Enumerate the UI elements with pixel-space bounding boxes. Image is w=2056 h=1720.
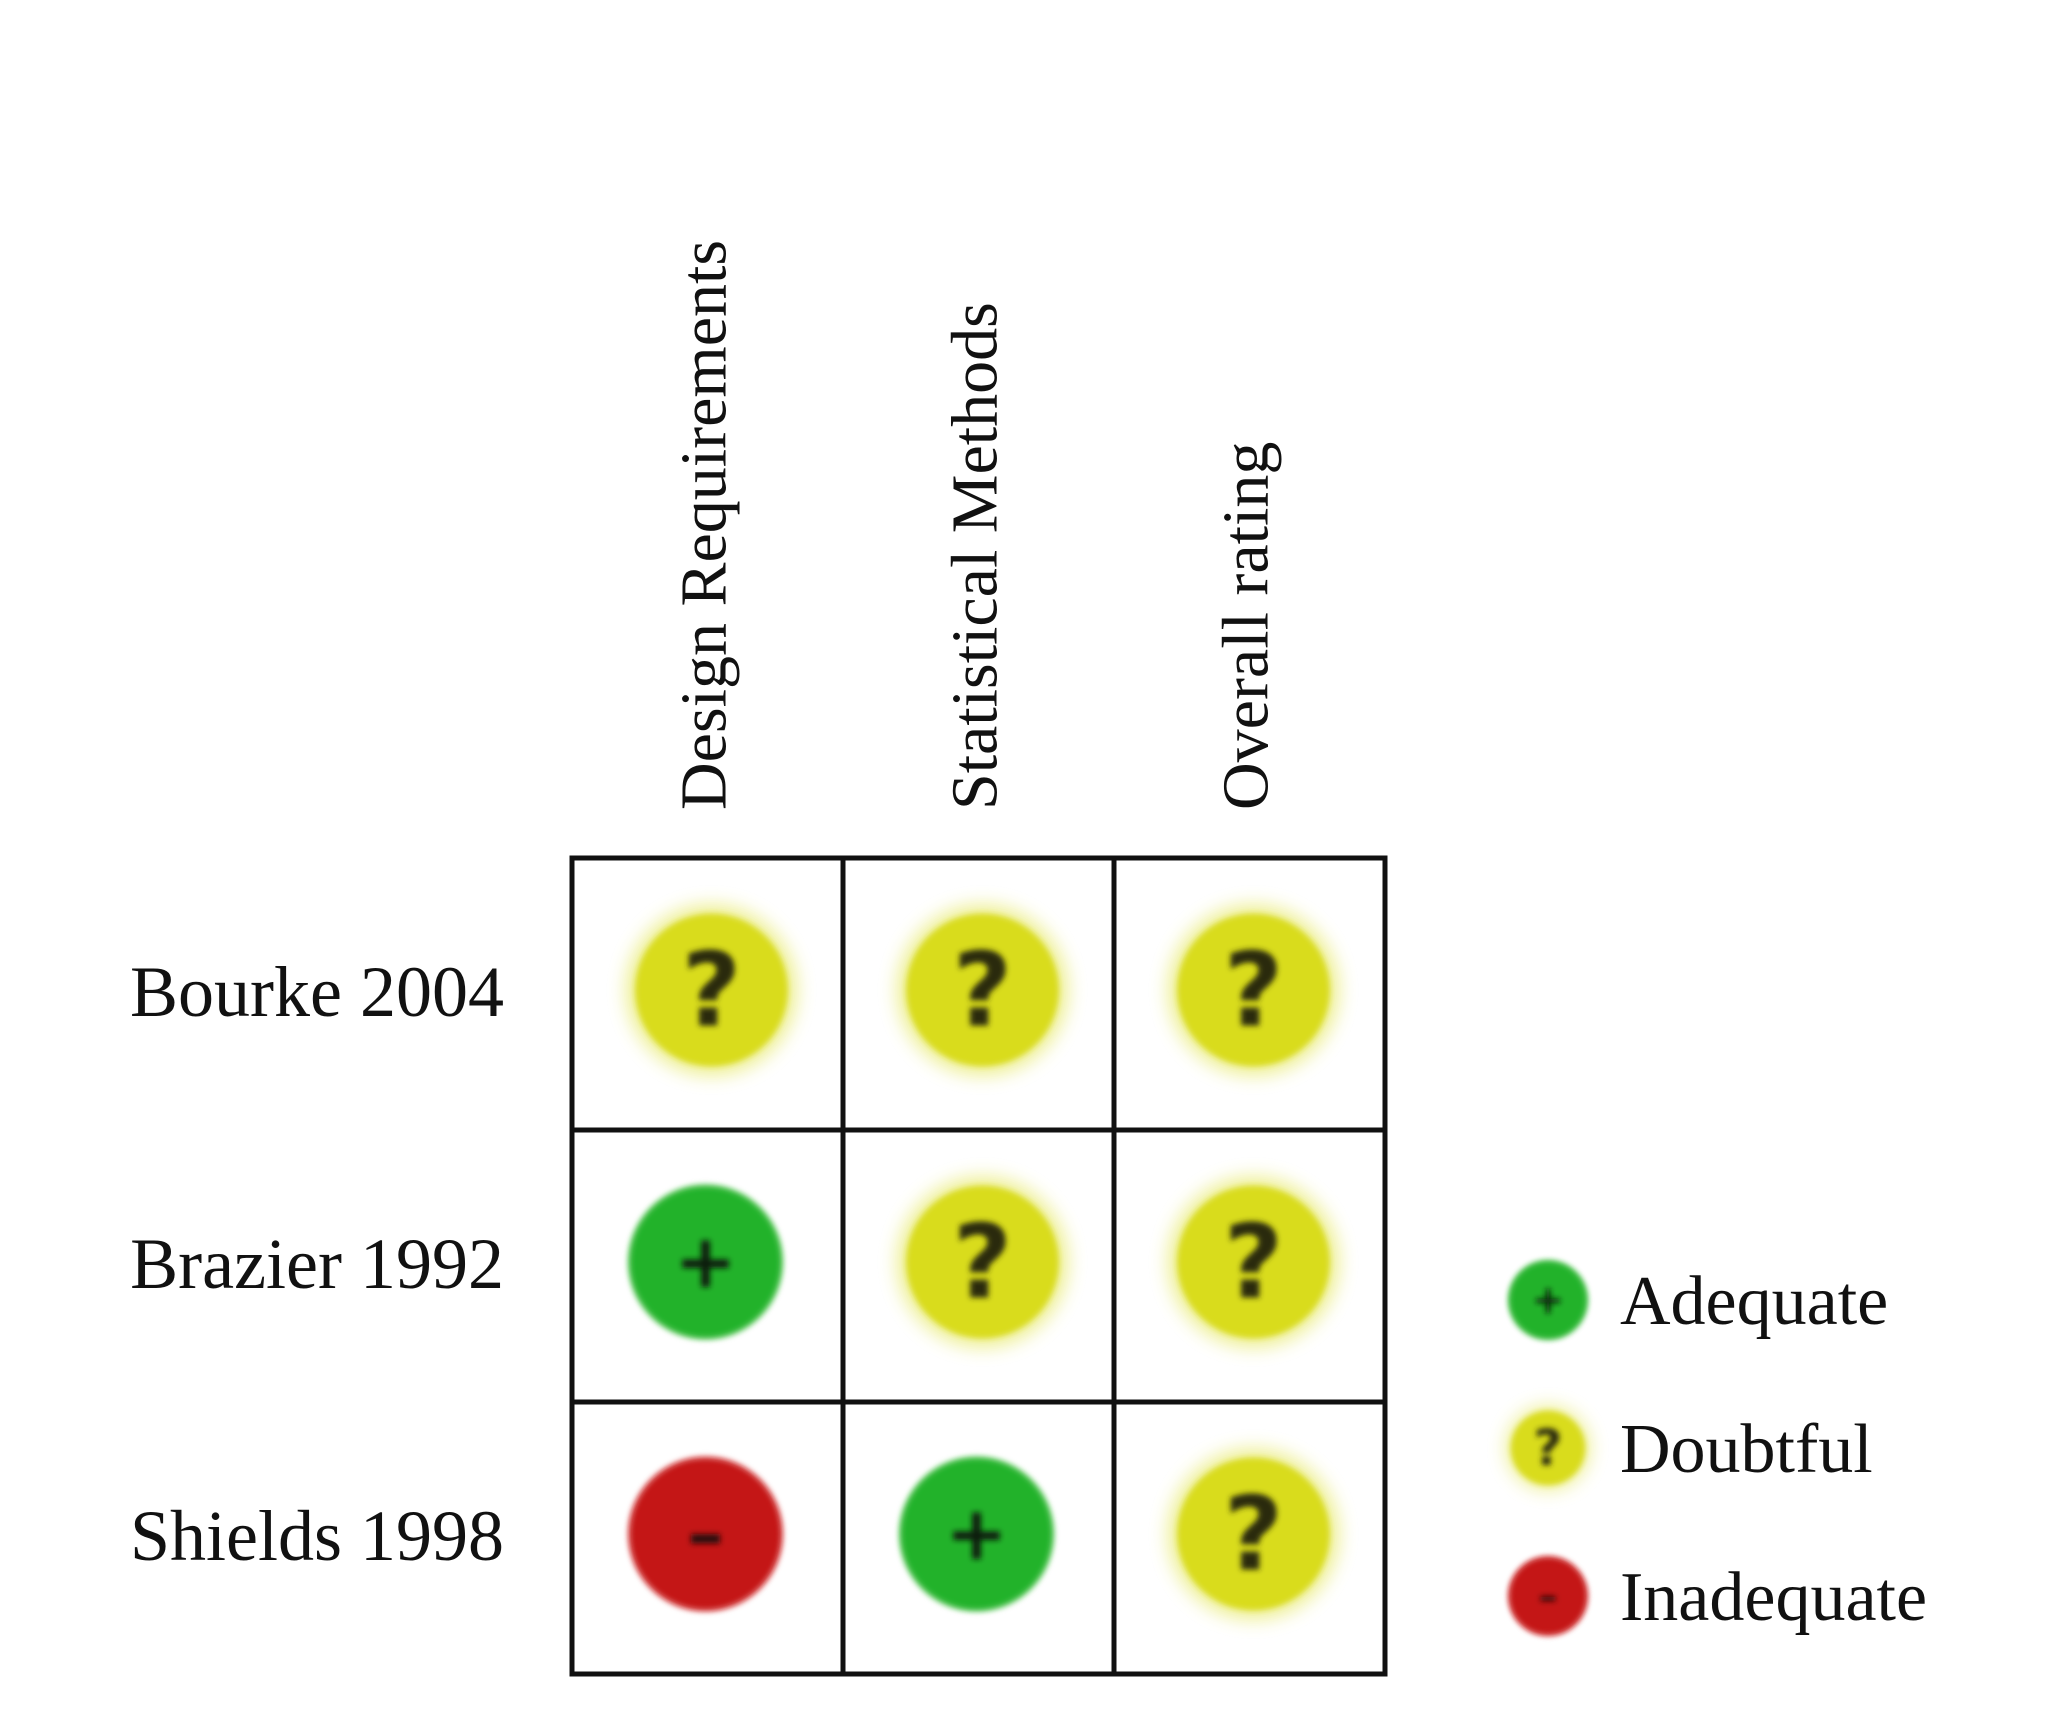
- legend-label-adequate: Adequate: [1620, 1263, 1888, 1340]
- row-label-bourke-2004: Bourke 2004: [130, 952, 504, 1032]
- legend-item-inadequate: – Inadequate: [1508, 1556, 1927, 1636]
- doubtful-symbol: ?: [1533, 1419, 1562, 1477]
- adequate-symbol: +: [1532, 1278, 1564, 1322]
- adequate-symbol: +: [674, 1219, 736, 1305]
- legend-item-adequate: + Adequate: [1508, 1260, 1888, 1340]
- legend: + Adequate? Doubtful – Inadequate: [1506, 1260, 1927, 1636]
- legend-label-doubtful: Doubtful: [1620, 1411, 1873, 1488]
- cell-shields-1998-design-requirements-inadequate: –: [627, 1456, 784, 1612]
- doubtful-symbol: ?: [1224, 1475, 1283, 1594]
- legend-marker-doubtful: ?: [1506, 1406, 1590, 1490]
- doubtful-symbol: ?: [682, 931, 741, 1050]
- legend-item-doubtful: ? Doubtful: [1506, 1406, 1873, 1490]
- doubtful-symbol: ?: [1224, 931, 1283, 1050]
- column-header-statistical-methods: Statistical Methods: [939, 302, 1012, 810]
- cell-shields-1998-overall-rating-doubtful: ?: [1168, 1448, 1339, 1620]
- rating-grid: [569, 855, 1388, 1677]
- grid-border: [569, 855, 1388, 1677]
- cell-brazier-1992-design-requirements-adequate: +: [627, 1184, 784, 1340]
- cell-shields-1998-statistical-methods-adequate: +: [898, 1456, 1055, 1612]
- column-header-overall-rating: Overall rating: [1210, 442, 1283, 810]
- legend-marker-adequate: +: [1508, 1260, 1588, 1340]
- doubtful-symbol: ?: [953, 1203, 1012, 1322]
- legend-label-inadequate: Inadequate: [1620, 1559, 1927, 1636]
- legend-marker-inadequate: –: [1508, 1556, 1588, 1636]
- cell-brazier-1992-overall-rating-doubtful: ?: [1168, 1176, 1339, 1348]
- cell-bourke-2004-overall-rating-doubtful: ?: [1168, 904, 1339, 1076]
- doubtful-symbol: ?: [953, 931, 1012, 1050]
- column-header-design-requirements: Design Requirements: [668, 240, 741, 810]
- doubtful-symbol: ?: [1224, 1203, 1283, 1322]
- cell-bourke-2004-statistical-methods-doubtful: ?: [897, 904, 1068, 1076]
- inadequate-symbol: –: [1539, 1574, 1558, 1618]
- row-label-shields-1998: Shields 1998: [130, 1496, 504, 1576]
- rating-cells: ?? ? +? ? – +?: [626, 904, 1339, 1620]
- column-headers: Design Requirements Statistical Methods Ov…: [668, 240, 1283, 810]
- inadequate-symbol: –: [687, 1491, 724, 1577]
- cell-bourke-2004-design-requirements-doubtful: ?: [626, 904, 797, 1076]
- cell-brazier-1992-statistical-methods-doubtful: ?: [897, 1176, 1068, 1348]
- adequate-symbol: +: [945, 1491, 1007, 1577]
- row-label-brazier-1992: Brazier 1992: [130, 1224, 504, 1304]
- row-labels: Bourke 2004 Brazier 1992 Shields 1998: [130, 952, 504, 1576]
